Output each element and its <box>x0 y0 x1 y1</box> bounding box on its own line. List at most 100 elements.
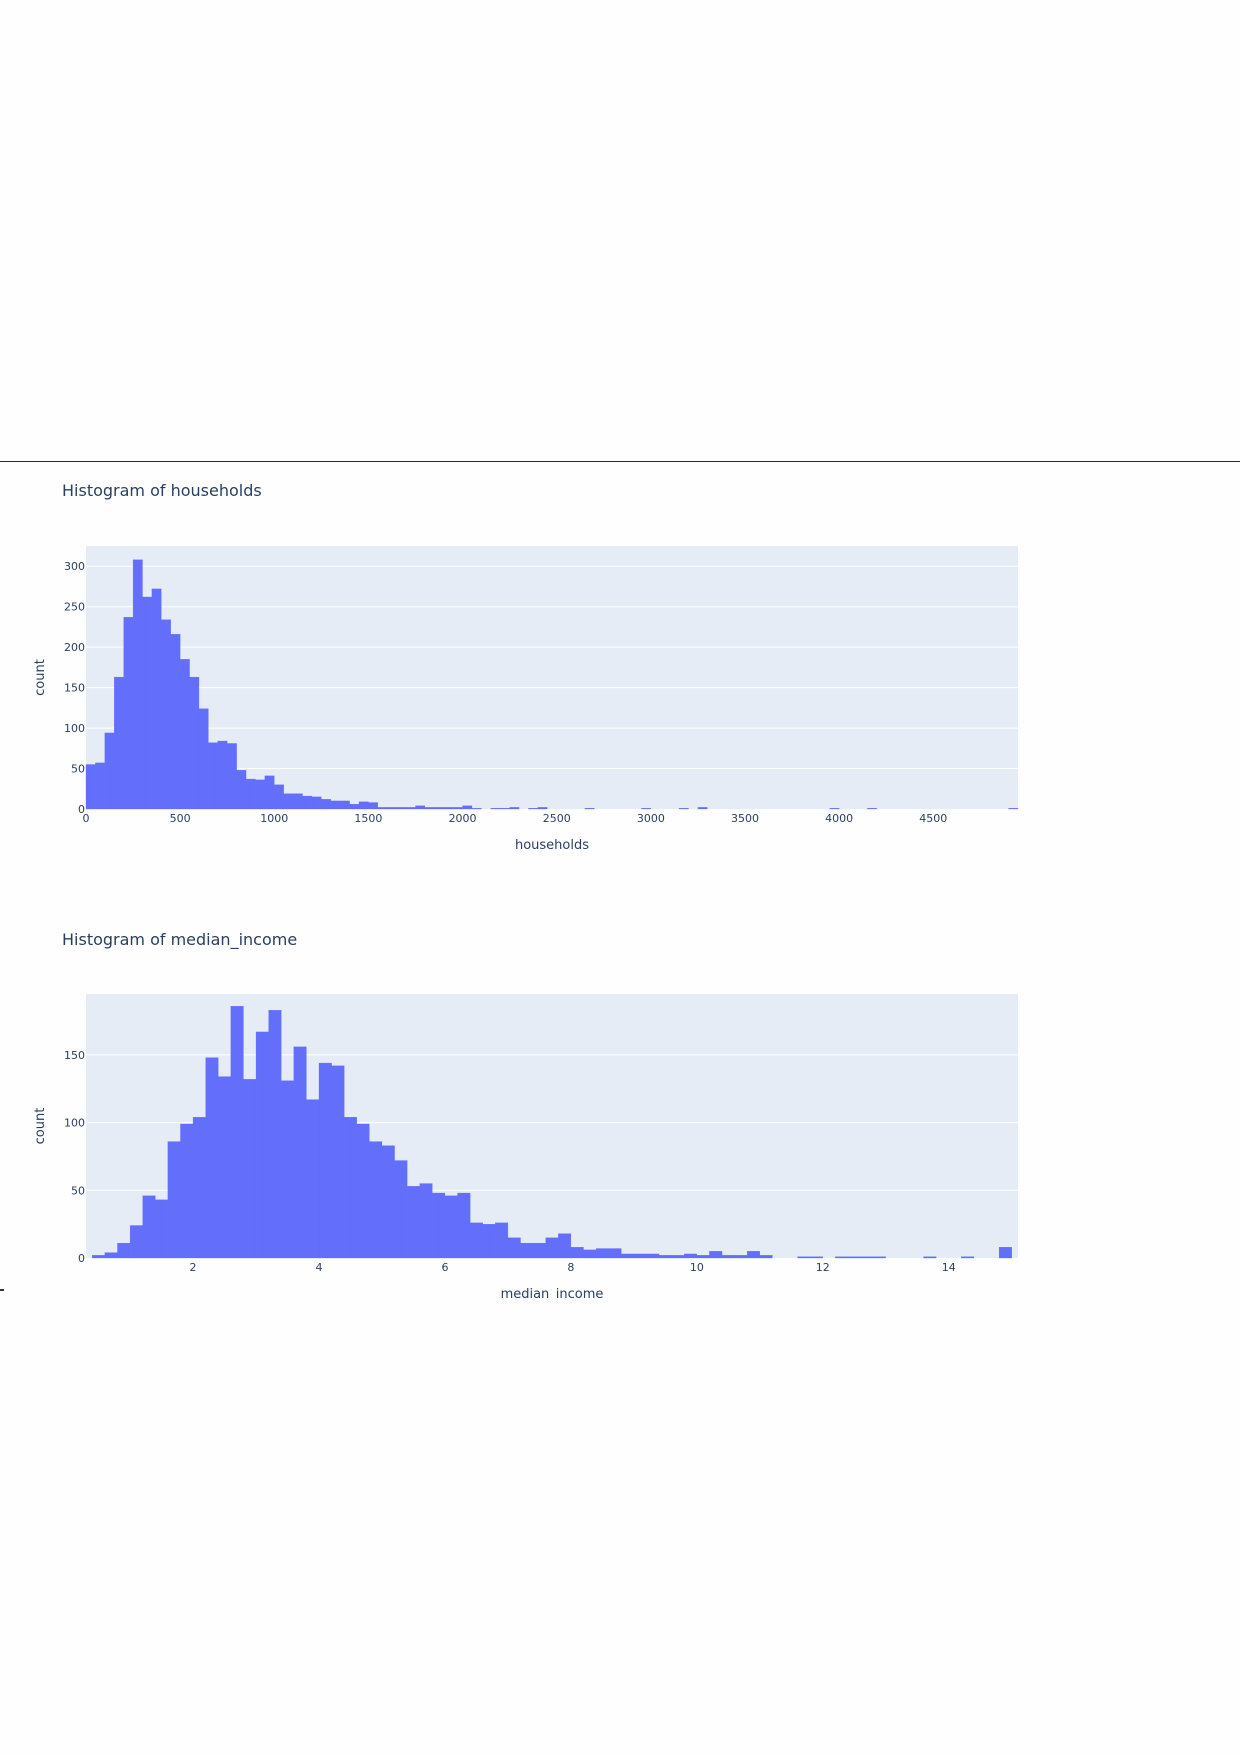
x-tick-label: 3500 <box>731 812 759 825</box>
chart-title: Histogram of households <box>62 481 262 500</box>
y-tick-label: 0 <box>78 1252 85 1265</box>
histogram-bar <box>998 1247 1012 1259</box>
histogram-bar <box>243 1079 257 1259</box>
histogram-bar <box>696 1255 710 1259</box>
histogram-bar <box>558 1233 572 1259</box>
x-tick-label: 4 <box>316 1261 323 1274</box>
histogram-bar <box>180 1123 194 1259</box>
histogram-bar <box>255 1031 269 1259</box>
y-tick-label: 100 <box>64 1117 85 1130</box>
y-tick-label: 100 <box>64 722 85 735</box>
x-tick-label: 4000 <box>825 812 853 825</box>
y-axis-title: count <box>33 659 48 696</box>
histogram-bar <box>306 1099 320 1259</box>
histogram-bar <box>537 807 548 810</box>
histogram-bar <box>570 1247 584 1259</box>
chart-title: Histogram of median_income <box>62 930 298 949</box>
histogram-bar <box>684 1253 697 1259</box>
histogram-bar <box>867 808 877 810</box>
histogram-bar <box>482 1224 496 1259</box>
histogram-bar <box>860 1256 874 1259</box>
histogram-bar <box>1008 808 1019 810</box>
histogram-bar <box>671 1255 685 1259</box>
histogram-bar <box>608 1248 622 1259</box>
y-tick-label: 150 <box>64 1049 85 1062</box>
histogram-bar <box>230 1006 244 1259</box>
histogram-bar <box>344 1117 357 1259</box>
histogram-bar <box>584 808 595 810</box>
histogram-bar <box>873 1256 886 1259</box>
histogram-bar <box>621 1253 635 1259</box>
histogram-bar <box>205 1057 219 1259</box>
histogram-bar <box>495 1222 509 1259</box>
x-tick-label: 14 <box>942 1261 956 1274</box>
histogram-bar <box>457 1192 471 1259</box>
plot-area <box>86 546 1018 809</box>
histogram-bar <box>507 1237 521 1259</box>
y-tick-label: 300 <box>64 560 85 573</box>
page-divider <box>0 461 1240 462</box>
histogram-bar <box>709 1251 723 1259</box>
histogram-bar <box>155 1199 169 1259</box>
histogram-bar <box>104 1252 118 1259</box>
histogram-bar <box>847 1256 861 1259</box>
histogram-bar <box>646 1253 660 1259</box>
histogram-bar <box>678 808 689 810</box>
histogram-bar <box>142 1195 156 1259</box>
histogram-bar <box>318 1062 332 1259</box>
histogram-bar <box>192 1117 206 1259</box>
histogram-bar <box>368 802 378 810</box>
y-tick-label: 50 <box>71 763 85 776</box>
histogram-bar <box>520 1242 534 1259</box>
histogram-bar <box>407 1186 420 1259</box>
x-tick-label: 4500 <box>919 812 947 825</box>
x-axis-title: median_income <box>501 1287 604 1300</box>
histogram-bar <box>595 1248 609 1259</box>
x-tick-label: 2500 <box>543 812 571 825</box>
x-tick-label: 2 <box>190 1261 197 1274</box>
histogram-bar <box>583 1249 597 1259</box>
histogram-bar <box>633 1253 647 1259</box>
histogram-bar <box>697 807 708 810</box>
histogram-bar <box>268 1010 282 1259</box>
x-tick-label: 2000 <box>449 812 477 825</box>
x-tick-label: 1000 <box>260 812 288 825</box>
histogram-bar <box>545 1237 559 1259</box>
histogram-bar <box>829 808 840 810</box>
y-tick-label: 200 <box>64 641 85 654</box>
histogram-bar <box>471 808 482 810</box>
x-tick-label: 6 <box>441 1261 448 1274</box>
histogram-bar <box>759 1255 773 1259</box>
histogram-bar <box>218 1076 231 1259</box>
histogram-bar <box>432 1192 446 1259</box>
y-axis-title: count <box>33 1108 48 1145</box>
x-tick-label: 8 <box>567 1261 574 1274</box>
x-tick-label: 500 <box>170 812 191 825</box>
x-tick-label: 0 <box>83 812 90 825</box>
histogram-bar <box>444 1195 458 1259</box>
histogram-bar <box>641 808 651 810</box>
histogram-bar <box>747 1251 760 1259</box>
cursor-artifact <box>0 1289 4 1291</box>
histogram-bar <box>356 1123 370 1259</box>
x-tick-label: 1500 <box>354 812 382 825</box>
x-tick-label: 3000 <box>637 812 665 825</box>
y-tick-label: 0 <box>78 803 85 816</box>
histogram-bar <box>469 1222 483 1259</box>
histogram-bar <box>509 807 520 810</box>
histogram-bar <box>394 1160 408 1259</box>
histogram-bar <box>734 1255 748 1259</box>
histogram-bar <box>835 1256 849 1259</box>
y-tick-label: 150 <box>64 682 85 695</box>
histogram-bar <box>167 1141 181 1259</box>
median-income-chart-svg: 0 50 100 150 2 4 6 8 10 12 14 median_income count <box>33 994 1018 1300</box>
histogram-bar <box>281 1080 294 1259</box>
histogram-bar <box>658 1255 672 1259</box>
x-tick-label: 12 <box>816 1261 830 1274</box>
histogram-bar <box>117 1242 131 1259</box>
histogram-bar <box>721 1255 735 1259</box>
histogram-bar <box>810 1256 823 1259</box>
histogram-bar <box>129 1225 143 1259</box>
histogram-bar <box>923 1256 937 1259</box>
